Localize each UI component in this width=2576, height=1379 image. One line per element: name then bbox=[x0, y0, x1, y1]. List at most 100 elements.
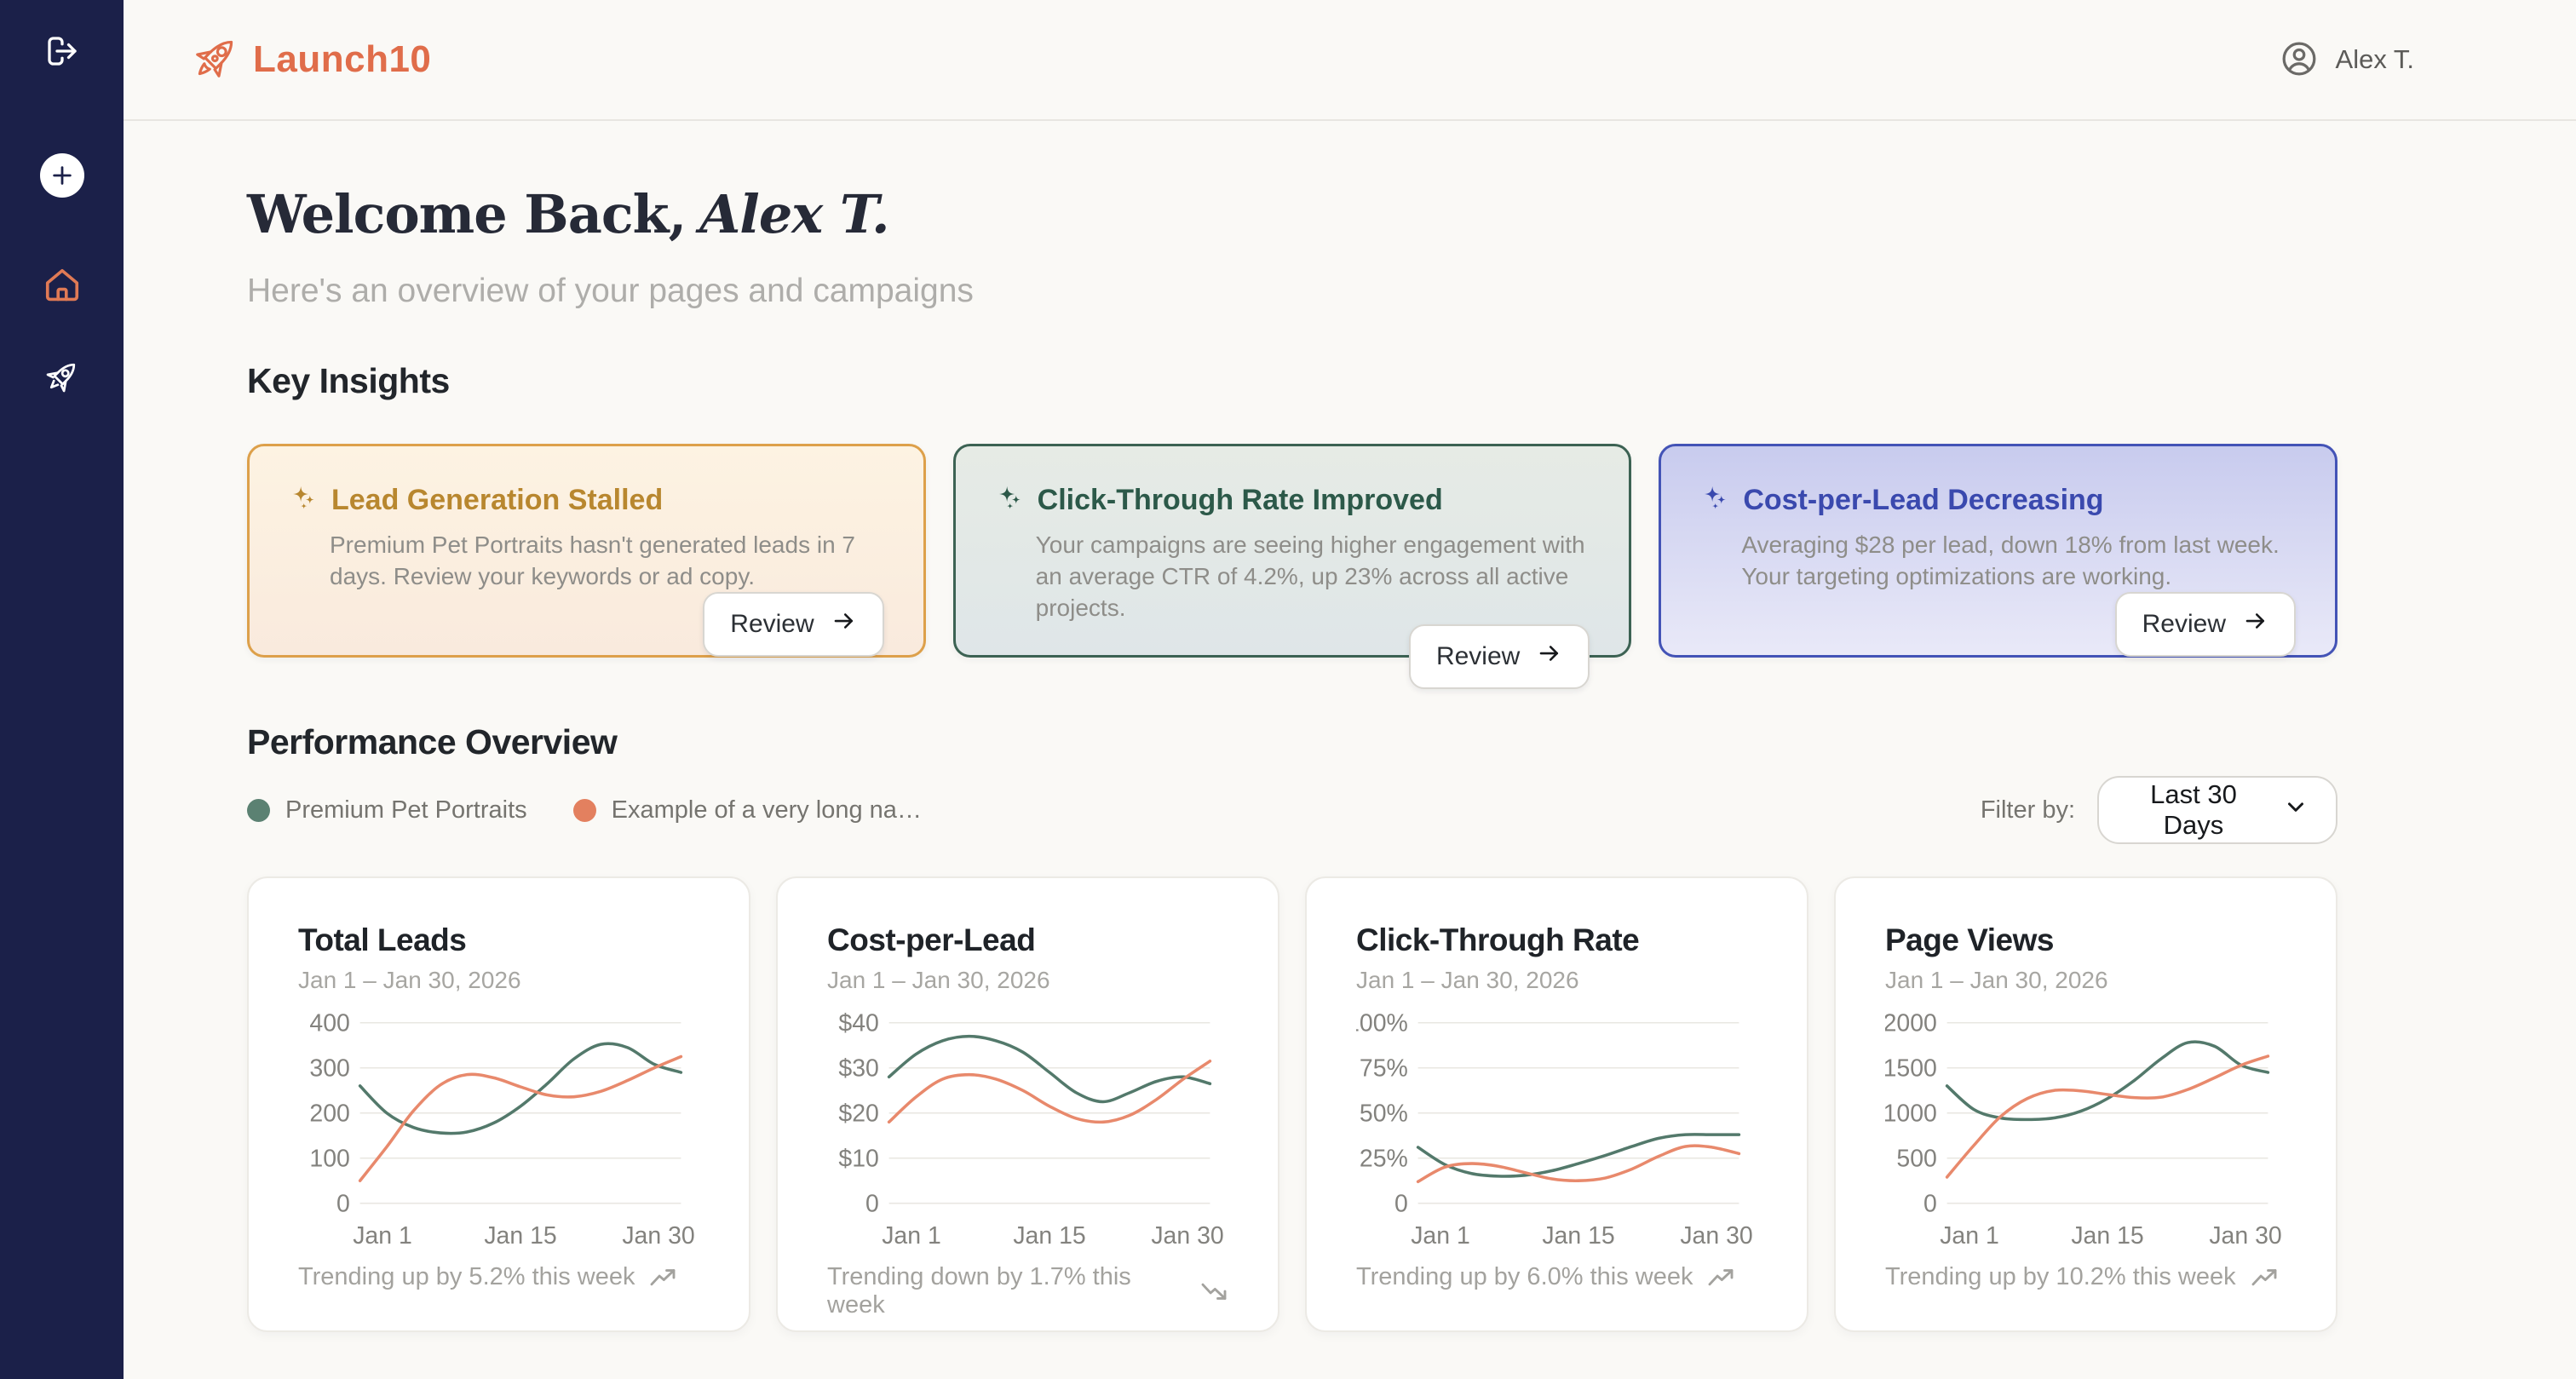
arrow-right-icon bbox=[2243, 608, 2268, 641]
page-subtitle: Here's an overview of your pages and cam… bbox=[247, 273, 974, 309]
legend-dot bbox=[572, 798, 596, 822]
sidebar-item-campaigns[interactable] bbox=[0, 356, 124, 397]
svg-text:200: 200 bbox=[309, 1100, 349, 1128]
review-button[interactable]: Review bbox=[1408, 623, 1590, 689]
sidebar-item-home[interactable] bbox=[0, 266, 124, 305]
review-button-label: Review bbox=[730, 610, 814, 639]
svg-text:0: 0 bbox=[865, 1191, 879, 1218]
svg-text:1000: 1000 bbox=[1885, 1100, 1937, 1128]
chart-card-page-views: Page Views Jan 1 – Jan 30, 2026 2000 1500… bbox=[1834, 876, 2337, 1332]
review-button-label: Review bbox=[2142, 610, 2226, 639]
main-content: Welcome Back, Alex T. Here's an overview … bbox=[124, 121, 2576, 1379]
review-button[interactable]: Review bbox=[2114, 592, 2296, 658]
date-range-dropdown[interactable]: Last 30 Days bbox=[2097, 776, 2337, 844]
insight-card-ctr-improved: Click-Through Rate Improved Your campaig… bbox=[952, 444, 1632, 689]
legend-filter-row: Premium Pet Portraits Example of a very … bbox=[247, 776, 2337, 844]
svg-text:$40: $40 bbox=[838, 1011, 878, 1037]
brand-name: Launch10 bbox=[253, 38, 432, 80]
svg-text:Jan 30: Jan 30 bbox=[622, 1222, 694, 1250]
svg-text:$20: $20 bbox=[838, 1100, 878, 1128]
trend-text: Trending up by 10.2% this week bbox=[1885, 1263, 2236, 1291]
rocket-icon bbox=[42, 356, 83, 397]
chart-card-total-leads: Total Leads Jan 1 – Jan 30, 2026 400 300 2… bbox=[247, 876, 750, 1332]
insight-title: Click-Through Rate Improved bbox=[1037, 484, 1443, 516]
legend-item-premium-pet-portraits: Premium Pet Portraits bbox=[247, 796, 527, 825]
sparkles-icon bbox=[1700, 484, 1729, 517]
chart-title: Cost-per-Lead bbox=[827, 922, 1036, 957]
svg-text:300: 300 bbox=[309, 1055, 349, 1083]
legend-label: Premium Pet Portraits bbox=[285, 796, 527, 824]
logout-button[interactable] bbox=[0, 31, 124, 72]
svg-text:Jan 15: Jan 15 bbox=[2071, 1222, 2143, 1250]
chart-date-range: Jan 1 – Jan 30, 2026 bbox=[298, 967, 521, 993]
line-chart: 400 300 200 100 0 Jan 1 Jan 15 Jan 30 bbox=[298, 1011, 699, 1261]
svg-text:Jan 1: Jan 1 bbox=[1411, 1222, 1470, 1250]
chart-card-cost-per-lead: Cost-per-Lead Jan 1 – Jan 30, 2026 $40 $3… bbox=[776, 876, 1279, 1332]
sidebar bbox=[0, 0, 124, 1379]
chart-footer: Trending up by 5.2% this week bbox=[298, 1263, 699, 1291]
svg-text:$30: $30 bbox=[838, 1055, 878, 1083]
svg-text:$10: $10 bbox=[838, 1146, 878, 1173]
sparkles-icon bbox=[289, 484, 318, 517]
user-name: Alex T. bbox=[2335, 44, 2414, 74]
svg-text:Jan 15: Jan 15 bbox=[1013, 1222, 1085, 1250]
svg-text:Jan 30: Jan 30 bbox=[2209, 1222, 2281, 1250]
insight-card-header: Lead Generation Stalled bbox=[289, 484, 884, 517]
trend-text: Trending up by 6.0% this week bbox=[1356, 1263, 1693, 1291]
home-icon bbox=[43, 266, 82, 305]
review-button[interactable]: Review bbox=[703, 592, 884, 658]
svg-text:0: 0 bbox=[1923, 1191, 1937, 1218]
legend-dot bbox=[247, 798, 270, 822]
arrow-right-icon bbox=[1537, 641, 1562, 673]
svg-text:2000: 2000 bbox=[1885, 1011, 1937, 1037]
line-chart: 2000 1500 1000 500 0 Jan 1 Jan 15 Jan 30 bbox=[1885, 1011, 2286, 1261]
svg-text:400: 400 bbox=[309, 1011, 349, 1037]
svg-text:75%: 75% bbox=[1360, 1055, 1408, 1083]
svg-text:100%: 100% bbox=[1356, 1011, 1408, 1037]
page-title: Welcome Back, Alex T. bbox=[247, 183, 2337, 245]
insight-card-header: Cost-per-Lead Decreasing bbox=[1700, 484, 2296, 517]
chart-cards: Total Leads Jan 1 – Jan 30, 2026 400 300 2… bbox=[247, 876, 2337, 1332]
user-menu[interactable]: Alex T. bbox=[2280, 39, 2414, 81]
trend-text: Trending down by 1.7% this week bbox=[827, 1263, 1131, 1319]
brand-logo[interactable]: Launch10 bbox=[190, 32, 431, 88]
chart-date-range: Jan 1 – Jan 30, 2026 bbox=[827, 967, 1050, 993]
user-avatar-icon bbox=[2280, 39, 2319, 81]
insight-body: Your campaigns are seeing higher engagem… bbox=[1035, 531, 1585, 622]
chart-title: Total Leads bbox=[298, 922, 467, 957]
svg-text:1500: 1500 bbox=[1885, 1055, 1937, 1083]
line-chart: $40 $30 $20 $10 0 Jan 1 Jan 15 Jan 30 bbox=[827, 1011, 1228, 1261]
svg-text:Jan 15: Jan 15 bbox=[1542, 1222, 1614, 1250]
app-header: Launch10 Alex T. bbox=[124, 0, 2576, 121]
trending-up-icon bbox=[1706, 1267, 1735, 1289]
svg-text:Jan 1: Jan 1 bbox=[1940, 1222, 1999, 1250]
insight-body: Premium Pet Portraits hasn't generated l… bbox=[330, 531, 855, 590]
legend-label: Example of a very long na… bbox=[611, 796, 922, 824]
svg-text:Jan 1: Jan 1 bbox=[353, 1222, 412, 1250]
date-range-value: Last 30 Days bbox=[2150, 779, 2237, 840]
legend-item-example-long-name: Example of a very long na… bbox=[572, 796, 922, 825]
chevron-down-icon bbox=[2283, 794, 2309, 826]
chart-date-range: Jan 1 – Jan 30, 2026 bbox=[1885, 967, 2108, 993]
page-title-name: Alex T. bbox=[699, 183, 889, 245]
insight-cards: Lead Generation Stalled Premium Pet Port… bbox=[247, 444, 2337, 689]
svg-text:100: 100 bbox=[309, 1146, 349, 1173]
add-button[interactable] bbox=[0, 153, 124, 198]
insight-title: Lead Generation Stalled bbox=[331, 484, 664, 516]
key-insights-heading: Key Insights bbox=[247, 361, 450, 400]
rocket-logo-icon bbox=[190, 32, 241, 88]
review-button-label: Review bbox=[1435, 641, 1521, 670]
svg-text:0: 0 bbox=[336, 1191, 350, 1218]
chart-footer: Trending down by 1.7% this week bbox=[827, 1263, 1228, 1319]
arrow-right-icon bbox=[831, 608, 857, 641]
chart-title: Click-Through Rate bbox=[1356, 922, 1640, 957]
chart-date-range: Jan 1 – Jan 30, 2026 bbox=[1356, 967, 1579, 993]
insight-card-cpl-decreasing: Cost-per-Lead Decreasing Averaging $28 p… bbox=[1659, 444, 2337, 658]
filter-label: Filter by: bbox=[1980, 796, 2075, 824]
chart-footer: Trending up by 10.2% this week bbox=[1885, 1263, 2286, 1291]
svg-text:0: 0 bbox=[1394, 1191, 1408, 1218]
svg-text:500: 500 bbox=[1896, 1146, 1936, 1173]
insight-body: Averaging $28 per lead, down 18% from la… bbox=[1741, 531, 2280, 590]
svg-text:Jan 30: Jan 30 bbox=[1151, 1222, 1223, 1250]
trending-down-icon bbox=[1199, 1280, 1228, 1302]
